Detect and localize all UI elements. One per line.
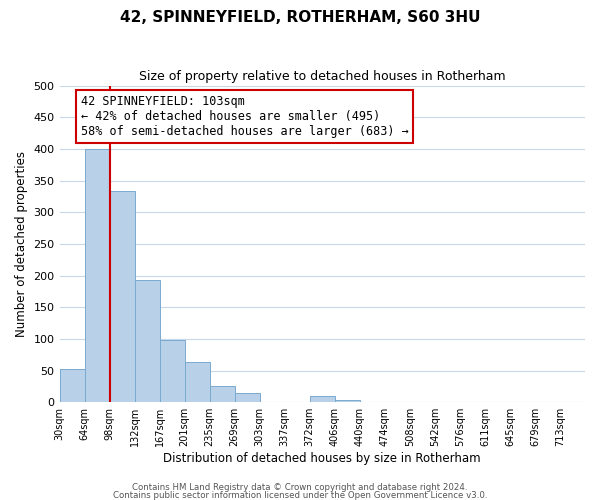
Bar (110, 192, 134, 402)
Bar (185, 362, 209, 402)
Bar (160, 340, 185, 402)
Title: Size of property relative to detached houses in Rotherham: Size of property relative to detached ho… (139, 70, 506, 83)
Bar (335, 400, 360, 402)
X-axis label: Distribution of detached houses by size in Rotherham: Distribution of detached houses by size … (163, 452, 481, 465)
Bar (310, 396, 335, 402)
Text: Contains HM Land Registry data © Crown copyright and database right 2024.: Contains HM Land Registry data © Crown c… (132, 484, 468, 492)
Bar (235, 394, 260, 402)
Bar (209, 386, 235, 402)
Y-axis label: Number of detached properties: Number of detached properties (15, 151, 28, 337)
Bar (59, 368, 85, 402)
Bar (134, 280, 160, 402)
Bar (85, 149, 110, 402)
Text: 42, SPINNEYFIELD, ROTHERHAM, S60 3HU: 42, SPINNEYFIELD, ROTHERHAM, S60 3HU (120, 10, 480, 25)
Text: 42 SPINNEYFIELD: 103sqm
← 42% of detached houses are smaller (495)
58% of semi-d: 42 SPINNEYFIELD: 103sqm ← 42% of detache… (80, 95, 409, 138)
Text: Contains public sector information licensed under the Open Government Licence v3: Contains public sector information licen… (113, 490, 487, 500)
